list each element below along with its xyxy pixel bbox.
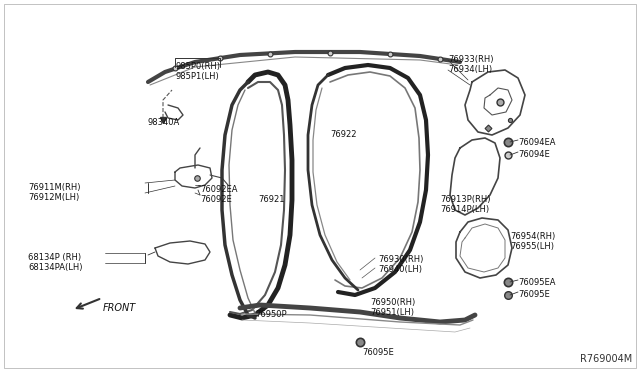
Text: 76095EA: 76095EA <box>518 278 556 287</box>
Text: R769004M: R769004M <box>580 354 632 364</box>
Text: FRONT: FRONT <box>103 303 136 313</box>
Text: 76950P: 76950P <box>255 310 287 319</box>
Text: 68134P (RH): 68134P (RH) <box>28 253 81 262</box>
Text: 76094E: 76094E <box>518 150 550 159</box>
Text: 76951(LH): 76951(LH) <box>370 308 414 317</box>
Text: 76911M(RH): 76911M(RH) <box>28 183 81 192</box>
Text: 76922: 76922 <box>330 130 356 139</box>
Text: 76914P(LH): 76914P(LH) <box>440 205 489 214</box>
Text: 985P0(RH): 985P0(RH) <box>175 62 220 71</box>
Text: 985P1(LH): 985P1(LH) <box>175 72 219 81</box>
Text: 98340A: 98340A <box>148 118 180 127</box>
Text: 76950(RH): 76950(RH) <box>370 298 415 307</box>
Text: 76940(LH): 76940(LH) <box>378 265 422 274</box>
Text: 76095E: 76095E <box>518 290 550 299</box>
Text: 76955(LH): 76955(LH) <box>510 242 554 251</box>
Text: 76092EA: 76092EA <box>200 185 237 194</box>
Text: 76954(RH): 76954(RH) <box>510 232 556 241</box>
Text: 76933(RH): 76933(RH) <box>448 55 493 64</box>
Text: 76912M(LH): 76912M(LH) <box>28 193 79 202</box>
Text: 76094EA: 76094EA <box>518 138 556 147</box>
Text: 76095E: 76095E <box>362 348 394 357</box>
Text: 76913P(RH): 76913P(RH) <box>440 195 490 204</box>
Text: 68134PA(LH): 68134PA(LH) <box>28 263 83 272</box>
Text: 76934(LH): 76934(LH) <box>448 65 492 74</box>
Text: 76092E: 76092E <box>200 195 232 204</box>
Text: 76921: 76921 <box>258 195 285 204</box>
Text: 76930(RH): 76930(RH) <box>378 255 424 264</box>
